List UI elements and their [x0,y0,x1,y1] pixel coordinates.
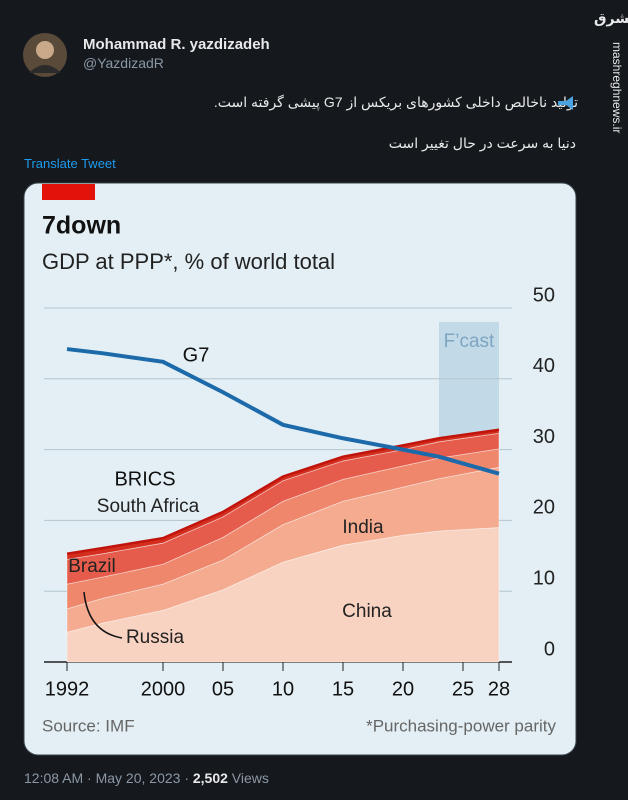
y-tick-label: 0 [544,638,555,660]
series-label: India [342,517,384,538]
group-label: BRICS [114,468,175,490]
line [66,347,500,476]
watermark-logo: مشرق [594,10,628,26]
series-label: Russia [126,627,185,648]
tweet-text: دنیا به سرعت در حال تغییر است [388,135,576,151]
views-count: 2,502 [192,770,228,786]
x-tick-label: 20 [392,678,414,700]
author-name[interactable]: Mohammad R. yazdizadeh [83,36,270,53]
series-label: Brazil [68,556,116,577]
y-tick-label: 40 [533,355,555,377]
y-tick-label: 30 [533,426,555,448]
leader-line [83,591,123,639]
chart-title: 7down [42,212,121,240]
chart-footnote: *Purchasing-power parity [366,716,556,735]
timestamp: 12:08 AM · May 20, 2023 · [24,770,193,786]
y-tick-label: 20 [533,497,555,519]
x-tick-label: 15 [332,678,354,700]
forecast-label: F’cast [444,331,495,352]
series-label: South Africa [97,496,200,517]
watermark-site: mashreghnews.ir [610,42,624,134]
megaphone-icon [558,96,573,110]
handle[interactable]: @YazdizadR [83,55,164,71]
tweet-text: تولید ناخالص داخلی کشورهای بریکس از G7 پ… [213,94,578,110]
x-tick-label: 25 [452,678,474,700]
series-label: China [342,601,392,622]
x-tick-label: 1992 [45,678,90,700]
brand-bar [42,184,95,200]
x-tick-label: 05 [212,678,234,700]
translate-link[interactable]: Translate Tweet [24,156,116,171]
chart-source: Source: IMF [42,716,135,735]
views-label: Views [227,770,269,786]
y-tick-label: 10 [533,567,555,589]
tweet-footer: 12:08 AM · May 20, 2023 · 2,502 Views [24,770,269,786]
avatar[interactable] [23,33,67,77]
x-tick-label: 2000 [141,678,186,700]
line-label: G7 [183,344,210,366]
x-tick-label: 10 [272,678,294,700]
y-tick-label: 50 [533,284,555,306]
x-tick-label: 28 [488,678,510,700]
chart-subtitle: GDP at PPP*, % of world total [42,249,335,274]
brics-outline [66,428,500,555]
